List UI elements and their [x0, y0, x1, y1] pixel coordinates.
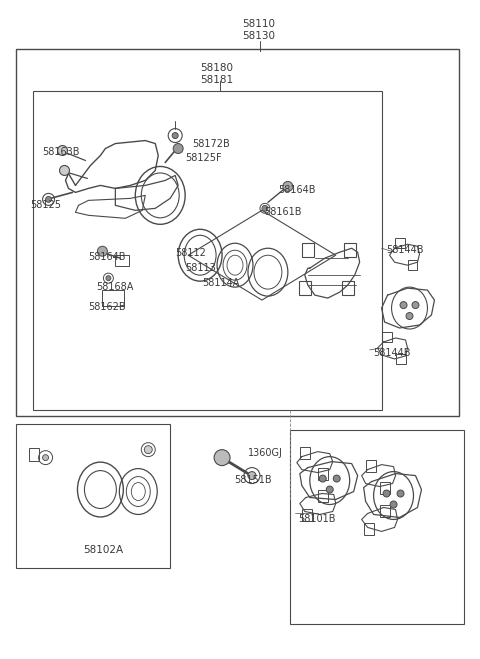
Text: 58162B: 58162B [88, 302, 126, 312]
Text: 58172B: 58172B [192, 138, 230, 148]
Bar [299, 281, 311, 295]
Circle shape [400, 302, 407, 308]
Bar [380, 482, 390, 494]
Circle shape [326, 486, 333, 493]
Bar [302, 243, 314, 257]
Circle shape [262, 206, 268, 212]
Bar [342, 281, 354, 295]
Bar [16, 49, 459, 416]
Text: 58102A: 58102A [84, 546, 123, 556]
Circle shape [106, 275, 111, 281]
Text: 58113: 58113 [185, 263, 216, 273]
Text: 58112: 58112 [175, 248, 206, 258]
Circle shape [97, 246, 108, 256]
Bar [380, 505, 390, 517]
Circle shape [406, 312, 413, 320]
Bar [366, 459, 376, 472]
Text: 58144B: 58144B [373, 348, 411, 358]
Text: 58101B: 58101B [298, 515, 336, 525]
Circle shape [412, 302, 419, 308]
Text: 58181: 58181 [200, 74, 233, 85]
Bar [364, 523, 373, 535]
Circle shape [333, 475, 340, 482]
Bar [290, 430, 464, 624]
Circle shape [383, 490, 390, 497]
Text: 58130: 58130 [242, 31, 275, 41]
Text: 58161B: 58161B [264, 208, 301, 217]
Text: 58125F: 58125F [185, 152, 222, 163]
Text: 58151B: 58151B [234, 474, 272, 484]
Text: 58163B: 58163B [43, 146, 80, 157]
Circle shape [214, 449, 230, 466]
Circle shape [390, 501, 397, 508]
Bar [318, 490, 328, 501]
Bar [395, 239, 405, 248]
Text: 58180: 58180 [200, 63, 233, 72]
Bar [396, 354, 406, 364]
Bar [300, 447, 310, 459]
Bar [16, 424, 170, 568]
Text: 58114A: 58114A [202, 278, 240, 288]
Circle shape [60, 165, 70, 175]
Circle shape [43, 455, 48, 461]
Bar [382, 332, 392, 342]
Circle shape [46, 196, 51, 202]
Text: 1360GJ: 1360GJ [248, 447, 283, 457]
Bar [29, 447, 38, 461]
Circle shape [58, 146, 68, 156]
Bar [102, 290, 124, 306]
Text: 58164B: 58164B [88, 252, 126, 262]
Circle shape [319, 475, 326, 482]
Circle shape [144, 445, 152, 453]
Circle shape [248, 472, 256, 480]
Text: 58144B: 58144B [386, 245, 424, 255]
Bar [318, 468, 328, 480]
Text: 58168A: 58168A [96, 282, 134, 292]
Circle shape [397, 490, 404, 497]
Circle shape [173, 144, 183, 154]
Circle shape [283, 181, 293, 191]
Bar [344, 243, 356, 257]
Circle shape [172, 132, 178, 138]
Text: 58164B: 58164B [278, 185, 315, 196]
Text: 58125: 58125 [31, 200, 61, 210]
Bar [408, 260, 418, 270]
Bar [302, 509, 312, 521]
Bar [33, 91, 382, 410]
Text: 58110: 58110 [242, 19, 275, 29]
Bar [115, 255, 129, 266]
